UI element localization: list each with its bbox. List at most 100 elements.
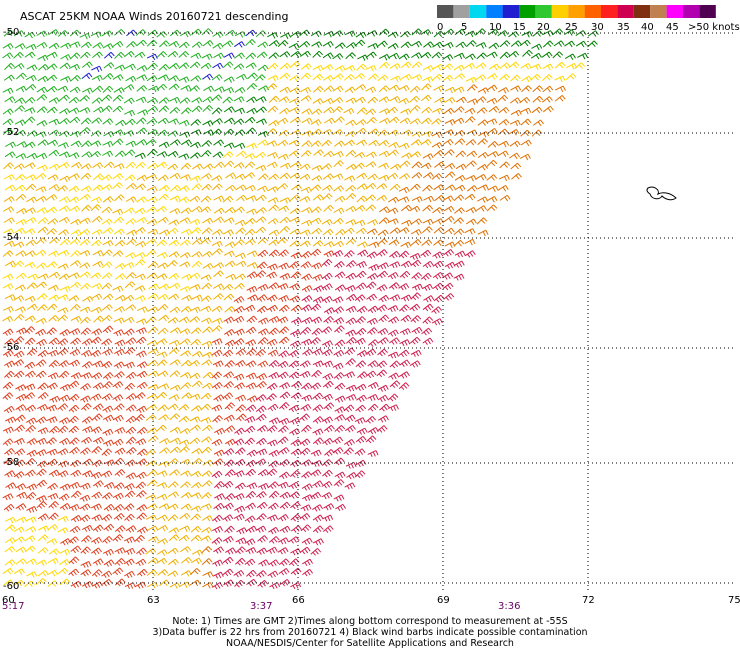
wind-barb (467, 84, 478, 92)
wind-barb (224, 328, 235, 337)
wind-barb (344, 347, 356, 356)
wind-barb (80, 316, 91, 324)
wind-barb (368, 264, 380, 271)
wind-barb (92, 42, 104, 49)
wind-barb (57, 338, 69, 346)
wind-barb (433, 239, 444, 246)
wind-barb (91, 239, 102, 247)
wind-barb (365, 281, 377, 290)
wind-barb (48, 97, 60, 104)
wind-barb (181, 556, 192, 564)
wind-barb (123, 50, 135, 58)
wind-barb (277, 153, 289, 161)
wind-barb (256, 437, 267, 446)
wind-barb (48, 29, 60, 36)
wind-barb (201, 28, 213, 36)
wind-barb (3, 206, 15, 213)
wind-barb (476, 107, 488, 114)
wind-barb (312, 392, 324, 401)
wind-barb (233, 96, 245, 103)
wind-barb (442, 41, 454, 49)
wind-barb (15, 85, 27, 93)
wind-barb (189, 316, 201, 323)
wind-barb (300, 504, 312, 512)
wind-barb (37, 513, 49, 521)
wind-barb (212, 31, 224, 38)
wind-barb (92, 436, 104, 444)
wind-barb (135, 336, 147, 345)
wind-barb (564, 29, 576, 36)
wind-barb (101, 348, 113, 356)
wind-barb (255, 458, 267, 466)
wind-barb (356, 350, 368, 358)
wind-barb (423, 41, 434, 48)
wind-barb (102, 140, 114, 148)
wind-barb (510, 74, 521, 82)
wind-barb (147, 293, 159, 300)
wind-barb (2, 349, 14, 358)
wind-barb (47, 372, 59, 380)
wind-barb (200, 417, 212, 424)
wind-barb (465, 218, 477, 226)
wind-barb (48, 250, 60, 258)
wind-barb (235, 150, 247, 158)
wind-barb (68, 536, 80, 544)
wind-barb (179, 174, 191, 181)
wind-barb (136, 361, 148, 369)
wind-barb (189, 61, 201, 69)
wind-barb (201, 446, 213, 454)
wind-barb (189, 393, 201, 401)
legend-tick-label: 40 (641, 22, 654, 33)
wind-barb (234, 239, 245, 247)
wind-barb (257, 317, 269, 325)
wind-barb (125, 75, 137, 83)
wind-barb (81, 535, 92, 543)
wind-barb (112, 285, 124, 293)
wind-barb (212, 183, 223, 191)
wind-barb (389, 63, 401, 70)
wind-barb (125, 272, 137, 280)
wind-barb (541, 51, 553, 59)
wind-barb (126, 29, 137, 37)
wind-barb (376, 425, 388, 433)
wind-barb (201, 359, 213, 366)
wind-barb (145, 238, 157, 246)
wind-barb (510, 162, 522, 170)
wind-barb (410, 259, 422, 268)
wind-barb (387, 393, 399, 402)
wind-barb (125, 525, 137, 533)
wind-barb (36, 293, 48, 301)
wind-barb (233, 296, 245, 304)
wind-barb (211, 175, 223, 182)
wind-barb (432, 41, 444, 49)
legend-swatch (666, 5, 683, 18)
wind-barb (112, 74, 124, 81)
wind-barb (191, 41, 203, 48)
wind-barb (36, 106, 48, 113)
wind-barb (289, 228, 301, 236)
wind-barb (367, 219, 379, 226)
wind-barb (454, 129, 466, 137)
wind-barb (69, 238, 81, 245)
wind-barb (290, 251, 302, 259)
wind-barb (190, 405, 202, 412)
wind-barb (147, 348, 159, 355)
wind-barb (368, 139, 380, 147)
wind-barb (223, 52, 235, 59)
wind-barb (167, 491, 179, 498)
wind-barb (399, 160, 411, 168)
wind-barb (202, 571, 214, 578)
wind-barb (366, 251, 378, 259)
wind-barb (280, 32, 292, 40)
wind-barb (564, 40, 576, 48)
wind-barb (211, 74, 223, 81)
wind-barb (322, 97, 334, 105)
wind-barb (190, 75, 202, 82)
wind-barb (290, 448, 302, 456)
wind-barb (25, 174, 37, 181)
wind-barb (46, 51, 58, 59)
wind-barb (101, 393, 113, 401)
wind-barb (103, 503, 115, 512)
wind-barb (365, 194, 377, 202)
wind-barb (14, 227, 26, 235)
